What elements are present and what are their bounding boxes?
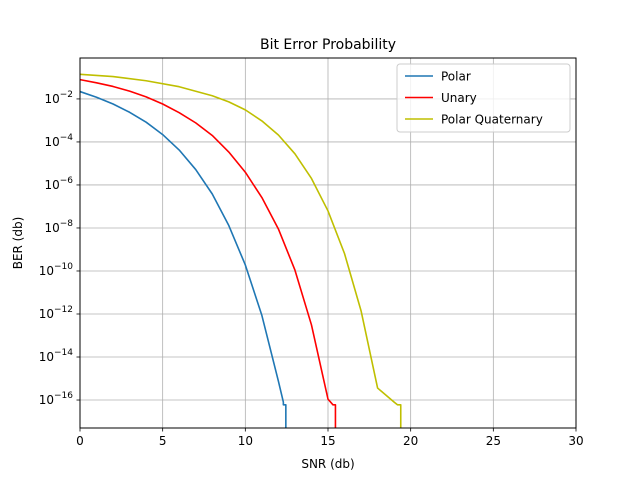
x-axis-ticks: 0 5 10 15 20 25 30: [76, 428, 584, 448]
legend-box: [396, 63, 571, 133]
legend: Polar Unary Polar Quaternary: [396, 63, 571, 133]
series-line: [79, 73, 402, 428]
x-tick-label: 10: [238, 434, 253, 448]
x-tick-label: 25: [486, 434, 501, 448]
legend-label: Polar: [441, 70, 471, 84]
x-tick-label: 20: [403, 434, 418, 448]
series-line: [79, 90, 287, 428]
x-tick-label: 0: [76, 434, 84, 448]
series-lines: [79, 73, 402, 428]
legend-label: Unary: [441, 91, 477, 105]
x-tick-label: 30: [568, 434, 583, 448]
x-tick-label: 15: [320, 434, 335, 448]
x-tick-label: 5: [159, 434, 167, 448]
series-line: [79, 78, 337, 428]
legend-label: Polar Quaternary: [441, 113, 543, 127]
chart-title: Bit Error Probability: [260, 37, 396, 53]
x-axis-label: SNR (db): [301, 457, 354, 471]
y-axis-label: BER (db): [11, 217, 25, 270]
